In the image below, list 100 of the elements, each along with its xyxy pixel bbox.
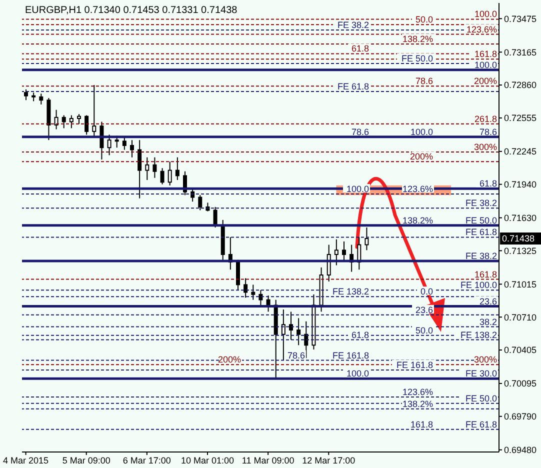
annotation: 138.2% xyxy=(402,398,433,409)
candlestick xyxy=(145,156,150,181)
candlestick xyxy=(244,278,248,298)
candlestick xyxy=(138,140,142,199)
candlestick xyxy=(198,194,202,211)
annotation: FE 61.8 xyxy=(465,227,497,238)
annotation: 61.8 xyxy=(479,178,497,189)
candlestick xyxy=(364,227,369,251)
annotation: 123.6% xyxy=(466,24,497,34)
annotation: 61.8 xyxy=(351,330,369,340)
annotation: FE 138.2 xyxy=(460,330,497,340)
y-tick-label: 0.69790 xyxy=(504,412,537,422)
candlestick xyxy=(266,295,270,312)
candlestick xyxy=(39,93,44,105)
y-tick-label: 0.69480 xyxy=(504,445,537,456)
annotation: FE 38.2 xyxy=(337,20,369,30)
y-tick-label: 0.72245 xyxy=(504,146,537,157)
annotation: 50.0 xyxy=(415,14,433,25)
annotation: 100.0 xyxy=(474,60,497,70)
y-tick-label: 0.73165 xyxy=(504,47,537,58)
annotation: FE 50.0 xyxy=(465,215,497,226)
annotation: 100.0 xyxy=(474,9,497,20)
candlestick xyxy=(152,156,157,178)
candlestick xyxy=(84,114,89,136)
x-tick-label: 11 Mar 09:00 xyxy=(242,455,294,466)
y-tick-label: 0.70405 xyxy=(504,345,537,356)
annotation: FE 50.0 xyxy=(401,53,433,64)
chart-title: EURGBP,H1 0.71340 0.71453 0.71331 0.71438 xyxy=(25,5,238,16)
y-tick-label: 0.71325 xyxy=(504,246,537,256)
y-tick-label: 0.72860 xyxy=(504,80,537,90)
candlestick xyxy=(160,168,164,185)
y-tick-label: 0.73475 xyxy=(504,14,537,24)
candlestick xyxy=(62,114,66,129)
x-tick-label: 12 Mar 17:00 xyxy=(302,455,356,466)
annotation: 78.6 xyxy=(287,350,305,360)
candlestick xyxy=(130,140,134,158)
annotation: 100.0 xyxy=(346,368,369,379)
candlestick xyxy=(92,84,96,138)
annotation: FE 161.8 xyxy=(396,360,433,370)
text: 0.71438 xyxy=(502,234,535,244)
y-tick-label: 0.71015 xyxy=(504,279,537,290)
candlestick xyxy=(251,284,256,300)
candlestick xyxy=(334,238,338,266)
annotation: 23.6 xyxy=(415,304,433,315)
y-tick-label: 0.72555 xyxy=(504,113,537,124)
annotation: FE 138.2 xyxy=(332,286,369,297)
annotation: 161.8 xyxy=(474,269,497,280)
annotation: FE 30.0 xyxy=(465,368,497,379)
candlestick xyxy=(54,109,58,130)
y-tick-label: 0.70095 xyxy=(504,378,537,389)
candlestick xyxy=(289,311,293,340)
x-tick-label: 4 Mar 2015 xyxy=(3,455,49,466)
x-tick-label: 5 Mar 09:00 xyxy=(62,455,110,466)
candlestick xyxy=(168,161,172,186)
candlestick xyxy=(258,290,263,306)
annotation: 100.0 xyxy=(346,184,369,194)
annotation: 300% xyxy=(474,354,497,365)
annotation: 300% xyxy=(474,142,497,152)
annotation: 200% xyxy=(474,76,497,86)
annotation: 78.6 xyxy=(479,126,497,137)
annotation: 138.2% xyxy=(402,34,433,44)
candlestick xyxy=(69,114,74,129)
annotation: 200% xyxy=(218,354,241,365)
annotation: FE 61.8 xyxy=(465,419,497,430)
x-tick-label: 10 Mar 01:00 xyxy=(180,455,234,466)
annotation: 100.0 xyxy=(410,126,433,137)
annotation: 138.2% xyxy=(402,215,433,226)
candlestick xyxy=(122,137,126,150)
annotation: 200% xyxy=(410,152,433,162)
annotation: 50.0 xyxy=(415,325,433,336)
candlestick xyxy=(296,318,301,346)
y-tick-label: 0.70710 xyxy=(504,312,537,322)
annotation: 261.8 xyxy=(474,114,497,124)
annotation: 78.6 xyxy=(415,76,433,86)
candlestick xyxy=(107,134,112,156)
candlestick xyxy=(77,114,81,124)
x-tick-label: 6 Mar 17:00 xyxy=(122,455,171,466)
annotation: FE 50.0 xyxy=(465,393,497,404)
annotation: FE 61.8 xyxy=(337,82,369,92)
y-tick-label: 0.71940 xyxy=(504,180,537,190)
annotation: 161.8 xyxy=(474,49,497,60)
candlestick xyxy=(24,88,28,101)
annotation: 123.6% xyxy=(402,386,433,397)
annotation: 61.8 xyxy=(351,44,369,54)
candlestick xyxy=(213,206,218,228)
annotation: FE 161.8 xyxy=(332,350,369,360)
annotation: 123.6% xyxy=(402,184,433,194)
annotation: 78.6 xyxy=(351,126,369,137)
annotation: 0.0 xyxy=(420,286,433,297)
annotation: FE 38.2 xyxy=(465,250,497,261)
candlestick xyxy=(175,156,180,181)
annotation: 23.6 xyxy=(479,296,497,306)
annotation: FE 100.0 xyxy=(460,280,497,290)
annotation: 161.8 xyxy=(410,419,433,430)
candlestick xyxy=(236,259,240,291)
annotation: FE 38.2 xyxy=(465,198,497,208)
y-tick-label: 0.71630 xyxy=(504,212,537,223)
candlestick xyxy=(100,121,104,160)
annotation: 38.2 xyxy=(479,316,497,327)
candlestick xyxy=(304,320,308,359)
